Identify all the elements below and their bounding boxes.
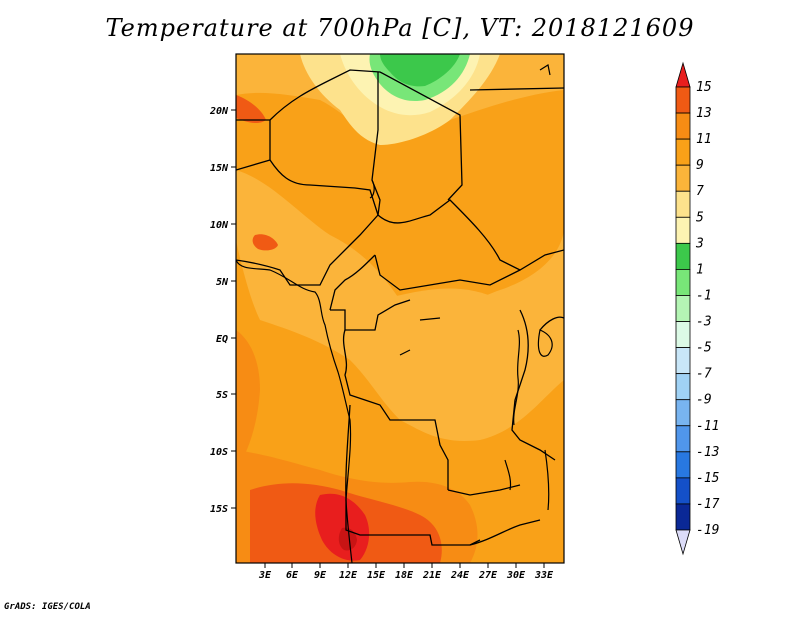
lon-tick: 27E: [478, 570, 498, 581]
lon-tick: 21E: [422, 570, 442, 581]
colorbar-label: 1: [696, 262, 704, 277]
colorbar-segment: [675, 373, 691, 401]
lat-tick: 10N: [210, 220, 229, 231]
lat-tick: 20N: [209, 106, 229, 117]
colorbar-segment: [675, 477, 691, 505]
temperature-field: [236, 54, 564, 563]
colorbar-segment: [675, 86, 691, 114]
map-frame: [235, 53, 565, 564]
colorbar-label: -5: [696, 341, 712, 356]
colorbar-segment: [675, 164, 691, 192]
lon-tick: 6E: [286, 570, 299, 581]
coastline: [236, 64, 553, 563]
colorbar-label: -9: [696, 393, 712, 408]
colorbar-label: 11: [696, 132, 712, 147]
colorbar-top-arrow: [675, 61, 691, 88]
colorbar-label: 9: [696, 158, 704, 173]
lat-tick: 5N: [216, 277, 229, 288]
colorbar-label: 15: [696, 80, 712, 95]
colorbar-label: -15: [696, 471, 720, 486]
colorbar-segment: [675, 321, 691, 348]
colorbar-segment: [675, 269, 691, 296]
colorbar-segment: [675, 451, 691, 479]
colorbar-label: 3: [695, 236, 704, 251]
colorbar-segment: [675, 112, 691, 140]
colorbar-label: -13: [696, 445, 719, 460]
lat-tick: 15N: [210, 163, 229, 174]
lon-tick: 33E: [534, 570, 554, 581]
colorbar-segment: [675, 347, 691, 375]
colorbar-segment: [675, 190, 691, 218]
lon-tick: 30E: [506, 570, 526, 581]
chart-title: Temperature at 700hPa [C], VT: 201812160…: [105, 14, 695, 42]
colorbar: 15 13 11 9 7 5 3 1 -1 -3 -5 -7 -9 -11 -13 -15 -17 -19: [675, 61, 720, 556]
country-borders: [236, 69, 564, 546]
lon-tick: 15E: [367, 570, 386, 581]
colorbar-segment: [675, 138, 691, 166]
colorbar-label: 7: [696, 184, 704, 199]
colorbar-label: -19: [696, 523, 719, 538]
lon-tick: 3E: [258, 570, 272, 581]
colorbar-segment: [675, 216, 691, 244]
colorbar-label: -11: [696, 419, 719, 434]
colorbar-bottom-arrow: [675, 529, 691, 556]
colorbar-segment: [675, 503, 691, 531]
lon-tick: 18E: [395, 570, 414, 581]
colorbar-segment: [675, 399, 691, 427]
lon-axis: 3E 6E 9E 12E 15E 18E 21E 24E 27E 30E 33E: [258, 563, 554, 581]
lat-tick: 15S: [210, 504, 228, 515]
lat-axis: 20N 15N 10N 5N EQ 5S 10S 15S: [209, 106, 236, 515]
colorbar-label: -7: [696, 367, 712, 382]
colorbar-segment: [675, 242, 691, 270]
colorbar-segment: [675, 425, 691, 453]
colorbar-label: 5: [696, 210, 704, 225]
colorbar-label: -3: [696, 315, 712, 330]
colorbar-label: -1: [696, 288, 712, 303]
lat-tick: 5S: [216, 390, 228, 401]
colorbar-label: -17: [696, 497, 720, 512]
lat-tick: 10S: [210, 447, 228, 458]
grads-credit: GrADS: IGES/COLA: [4, 602, 91, 612]
lon-tick: 9E: [314, 570, 327, 581]
lon-tick: 24E: [450, 570, 470, 581]
colorbar-segment: [675, 295, 691, 322]
lat-tick: EQ: [216, 334, 228, 345]
lon-tick: 12E: [339, 570, 358, 581]
colorbar-label: 13: [696, 106, 712, 121]
